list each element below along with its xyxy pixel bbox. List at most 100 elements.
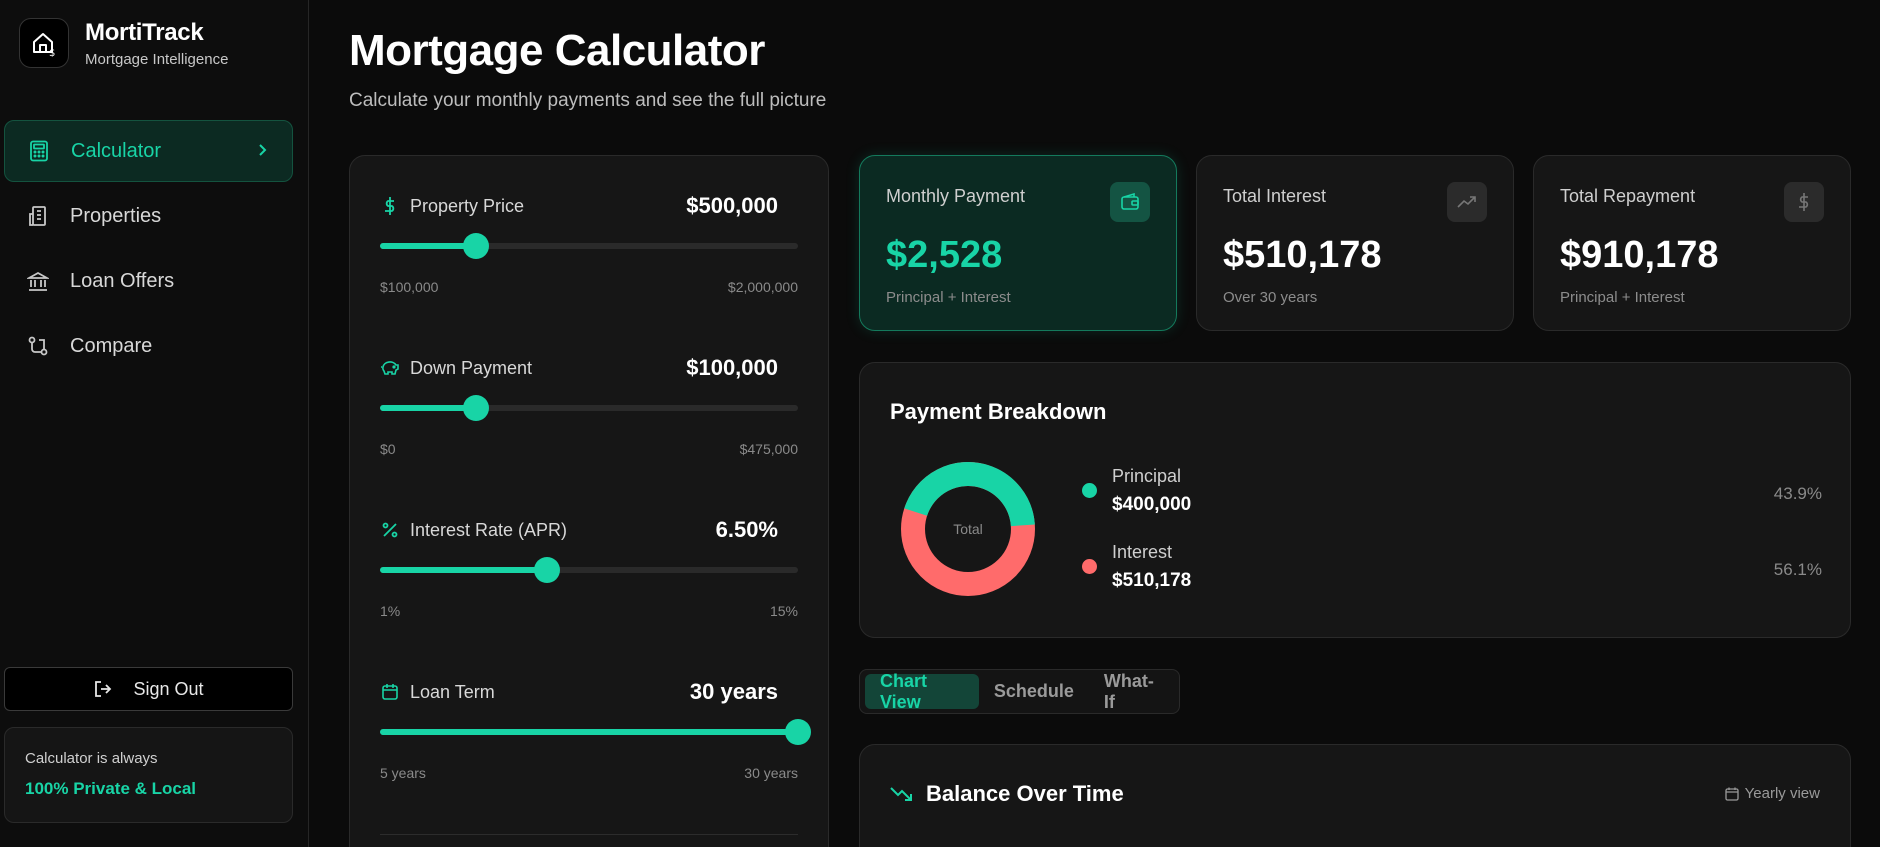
interest-dot	[1082, 559, 1097, 574]
interest-rate-control: Interest Rate (APR) 6.50% 1% 15%	[380, 515, 798, 619]
loan-term-control: Loan Term 30 years 5 years 30 years	[380, 677, 811, 781]
tab-chart-view[interactable]: Chart View	[865, 671, 979, 712]
yearly-view-toggle[interactable]: Yearly view	[1725, 785, 1820, 802]
slider-thumb[interactable]	[785, 719, 811, 745]
sidebar-item-label: Compare	[70, 334, 153, 357]
range-min: 5 years	[380, 765, 426, 781]
stat-note: Over 30 years	[1223, 289, 1318, 306]
legend-amount: $510,178	[1112, 570, 1192, 591]
slider-thumb[interactable]	[462, 395, 489, 421]
trend-up-icon	[1447, 182, 1487, 222]
donut-segment-principal	[901, 462, 1035, 596]
home-dollar-icon: $	[19, 18, 69, 68]
calendar-icon	[1725, 787, 1739, 801]
range-min: $0	[380, 441, 396, 457]
building-icon	[26, 204, 50, 228]
page-title: Mortgage Calculator	[349, 26, 765, 75]
sidebar-item-compare[interactable]: Compare	[4, 315, 293, 377]
tab-what-if[interactable]: What-If	[1103, 670, 1154, 712]
dollar-icon	[380, 196, 400, 216]
view-tabs: Chart View Schedule What-If	[859, 669, 1180, 714]
wallet-icon	[1110, 182, 1150, 222]
breakdown-donut: Total	[901, 462, 1035, 596]
loan-term-value: 30 years	[689, 679, 778, 704]
sidebar-item-properties[interactable]: Properties	[4, 185, 293, 247]
dollar-icon	[1784, 182, 1824, 222]
slider-thumb[interactable]	[462, 233, 489, 259]
legend-name: Principal	[1112, 466, 1182, 486]
monthly-payment-value: $2,528	[886, 234, 1003, 276]
range-min: $100,000	[380, 279, 439, 295]
stat-note: Principal + Interest	[886, 289, 1011, 306]
property-price-label: Property Price	[410, 195, 525, 216]
sign-out-label: Sign Out	[133, 678, 204, 699]
range-max: $475,000	[739, 441, 798, 457]
inputs-panel: Property Price $500,000 $100,000 $2,000,…	[349, 155, 829, 847]
sidebar-item-label: Calculator	[71, 139, 162, 162]
sidebar-item-calculator[interactable]: Calculator	[4, 120, 293, 182]
loan-term-slider[interactable]	[380, 719, 811, 745]
down-payment-value: $100,000	[686, 355, 778, 380]
stat-note: Principal + Interest	[1560, 289, 1685, 306]
down-payment-control: Down Payment $100,000 $0 $475,000	[380, 353, 798, 457]
legend-name: Interest	[1112, 542, 1173, 562]
total-repayment-value: $910,178	[1560, 234, 1719, 276]
total-interest-value: $510,178	[1223, 234, 1382, 276]
bank-icon	[26, 269, 50, 293]
total-repayment-card: Total Repayment $910,178 Principal + Int…	[1533, 155, 1851, 331]
sidebar-item-label: Loan Offers	[70, 269, 175, 292]
balance-title: Balance Over Time	[926, 781, 1124, 806]
sidebar-item-label: Properties	[70, 204, 162, 227]
range-max: 15%	[769, 603, 798, 619]
slider-fill	[380, 729, 798, 735]
down-payment-slider[interactable]	[380, 395, 798, 421]
legend-pct: 43.9%	[1773, 484, 1822, 503]
sign-out-button[interactable]: Sign Out	[4, 667, 293, 711]
donut-center-label: Total	[953, 521, 983, 537]
yearly-view-label: Yearly view	[1744, 785, 1820, 802]
range-min: 1%	[380, 603, 401, 619]
sidebar-nav: Calculator Properties	[4, 120, 293, 380]
loan-term-label: Loan Term	[410, 681, 495, 702]
trend-down-icon	[890, 787, 912, 801]
total-interest-card: Total Interest $510,178 Over 30 years	[1196, 155, 1514, 331]
breakdown-title: Payment Breakdown	[890, 399, 1107, 424]
privacy-notice: Calculator is always 100% Private & Loca…	[4, 727, 293, 823]
brand[interactable]: $ MortiTrack Mortgage Intelligence	[19, 18, 228, 68]
legend-interest: Interest $510,178 56.1%	[1082, 542, 1822, 602]
brand-name: MortiTrack	[85, 18, 204, 46]
inputs-divider	[380, 834, 798, 835]
property-price-value: $500,000	[686, 193, 778, 218]
interest-rate-value: 6.50%	[715, 517, 778, 542]
payment-breakdown-card: Payment Breakdown Total Principal $400,0…	[859, 362, 1851, 638]
privacy-line-2: 100% Private & Local	[25, 779, 197, 798]
range-max: 30 years	[744, 765, 798, 781]
calculator-icon	[27, 139, 51, 163]
legend-pct: 56.1%	[1773, 560, 1822, 579]
interest-rate-label: Interest Rate (APR)	[410, 519, 568, 540]
stat-label: Total Repayment	[1560, 186, 1696, 206]
stat-label: Monthly Payment	[886, 186, 1026, 206]
property-price-control: Property Price $500,000 $100,000 $2,000,…	[380, 191, 798, 295]
slider-fill	[380, 243, 476, 249]
privacy-line-1: Calculator is always	[25, 750, 158, 767]
balance-over-time-card: Balance Over Time Yearly view	[859, 744, 1851, 847]
tab-schedule[interactable]: Schedule	[993, 681, 1074, 701]
interest-rate-slider[interactable]	[380, 557, 798, 583]
slider-thumb[interactable]	[534, 557, 561, 583]
page-subtitle: Calculate your monthly payments and see …	[349, 90, 827, 111]
sidebar: $ MortiTrack Mortgage Intelligence C	[0, 0, 309, 847]
range-max: $2,000,000	[727, 279, 798, 295]
stat-label: Total Interest	[1223, 186, 1327, 206]
legend-principal: Principal $400,000 43.9%	[1082, 466, 1822, 526]
percent-icon	[380, 520, 400, 540]
brand-subtitle: Mortgage Intelligence	[85, 50, 229, 68]
principal-dot	[1082, 483, 1097, 498]
compare-icon	[26, 334, 50, 358]
sidebar-item-loan-offers[interactable]: Loan Offers	[4, 250, 293, 312]
property-price-slider[interactable]	[380, 233, 798, 259]
slider-fill	[380, 405, 476, 411]
svg-text:$: $	[49, 48, 55, 57]
down-payment-label: Down Payment	[410, 357, 533, 378]
